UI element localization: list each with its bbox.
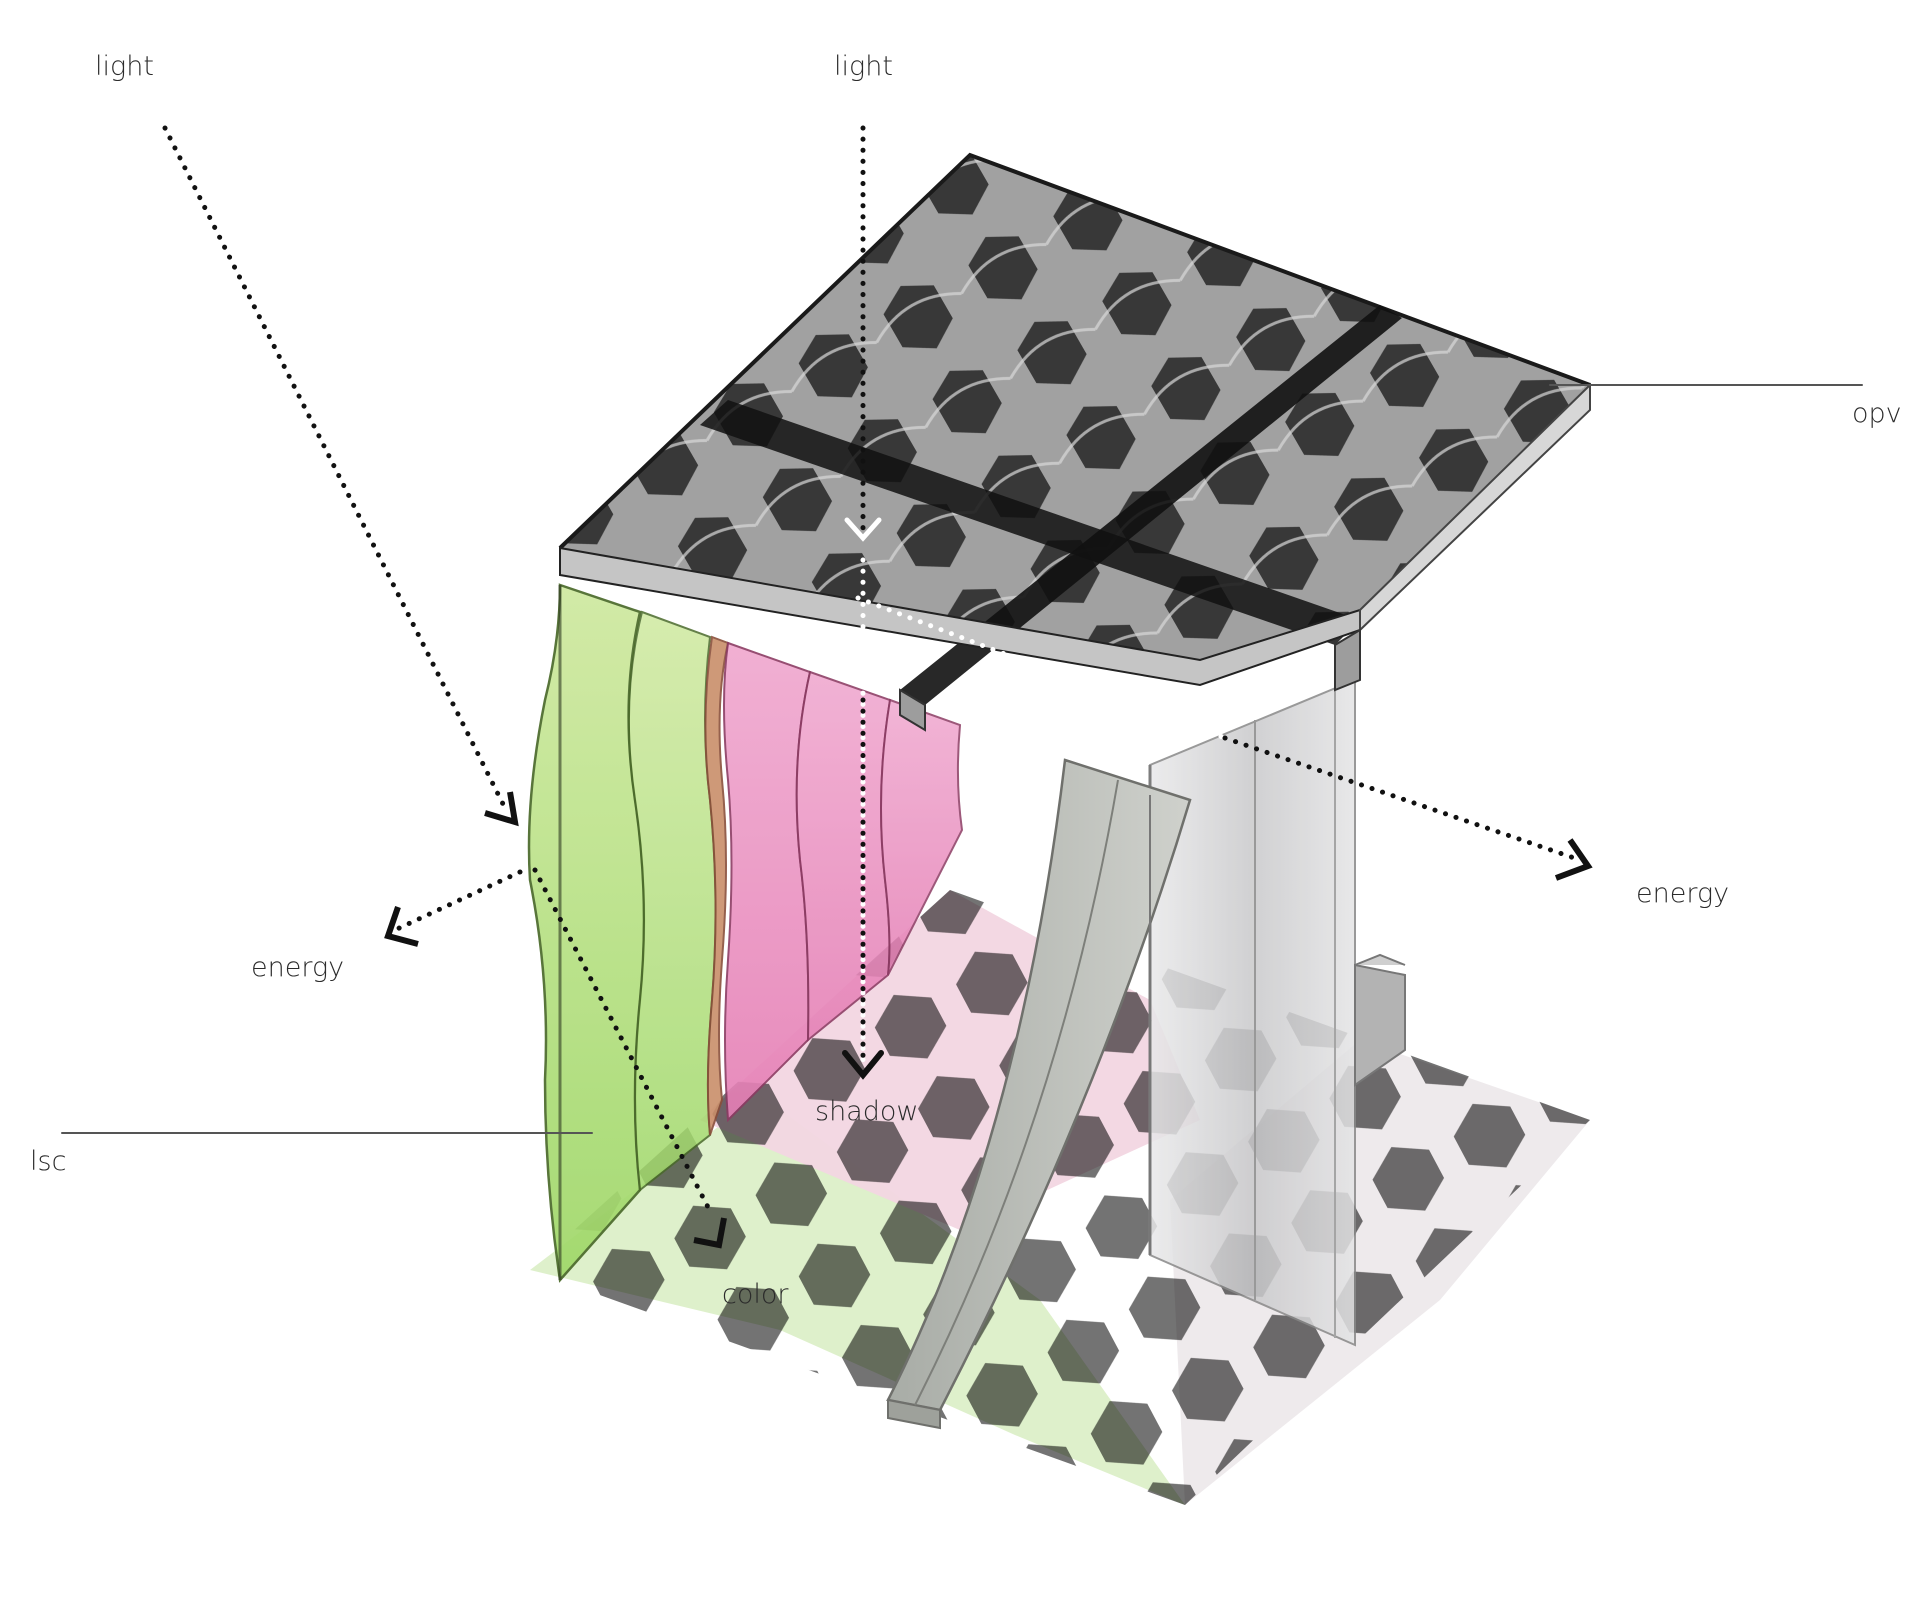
lsc-panel-pink-2 — [795, 670, 892, 1043]
lsc-panel-green-1 — [527, 583, 646, 1283]
chevron-arrowhead-icon — [384, 906, 419, 947]
chevron-arrowhead-icon — [484, 791, 519, 827]
opv-roof — [558, 152, 1591, 732]
bench-block — [1354, 953, 1406, 1087]
label-energy-left: energy — [251, 952, 344, 983]
roof-beam-diagonal — [900, 305, 1402, 705]
label-opv: opv — [1852, 398, 1902, 429]
color-arrow-line — [532, 867, 715, 1218]
annotation-arrows — [61, 125, 1863, 1249]
energy-left-arrow-line — [392, 869, 523, 933]
chevron-arrowhead-icon — [693, 1217, 727, 1249]
energy-right-arrow-line — [1222, 735, 1583, 863]
lsc-panels — [527, 583, 964, 1283]
labels: light light opv energy energy shadow lsc… — [30, 51, 1902, 1310]
lsc-panel-orange — [704, 635, 730, 1136]
label-light-center: light — [834, 51, 893, 82]
label-color: color — [722, 1279, 789, 1310]
label-shadow: shadow — [815, 1096, 918, 1127]
label-light-left: light — [95, 51, 154, 82]
lsc-panel-pink-1 — [723, 641, 812, 1123]
label-energy-right: energy — [1636, 878, 1729, 909]
chevron-arrowhead-icon — [844, 517, 882, 542]
opv-roof-top — [560, 155, 1590, 660]
label-lsc: lsc — [30, 1146, 66, 1177]
energy-right-arrow-line-white — [855, 595, 1228, 741]
glass-partition — [1148, 678, 1356, 1347]
chevron-arrowhead-icon — [842, 1050, 884, 1080]
concrete-wall — [886, 758, 1192, 1430]
chevron-arrowhead-icon — [1554, 838, 1593, 881]
lsc-panel-pink-3 — [880, 698, 964, 976]
light-left-arrow-line — [162, 125, 508, 811]
